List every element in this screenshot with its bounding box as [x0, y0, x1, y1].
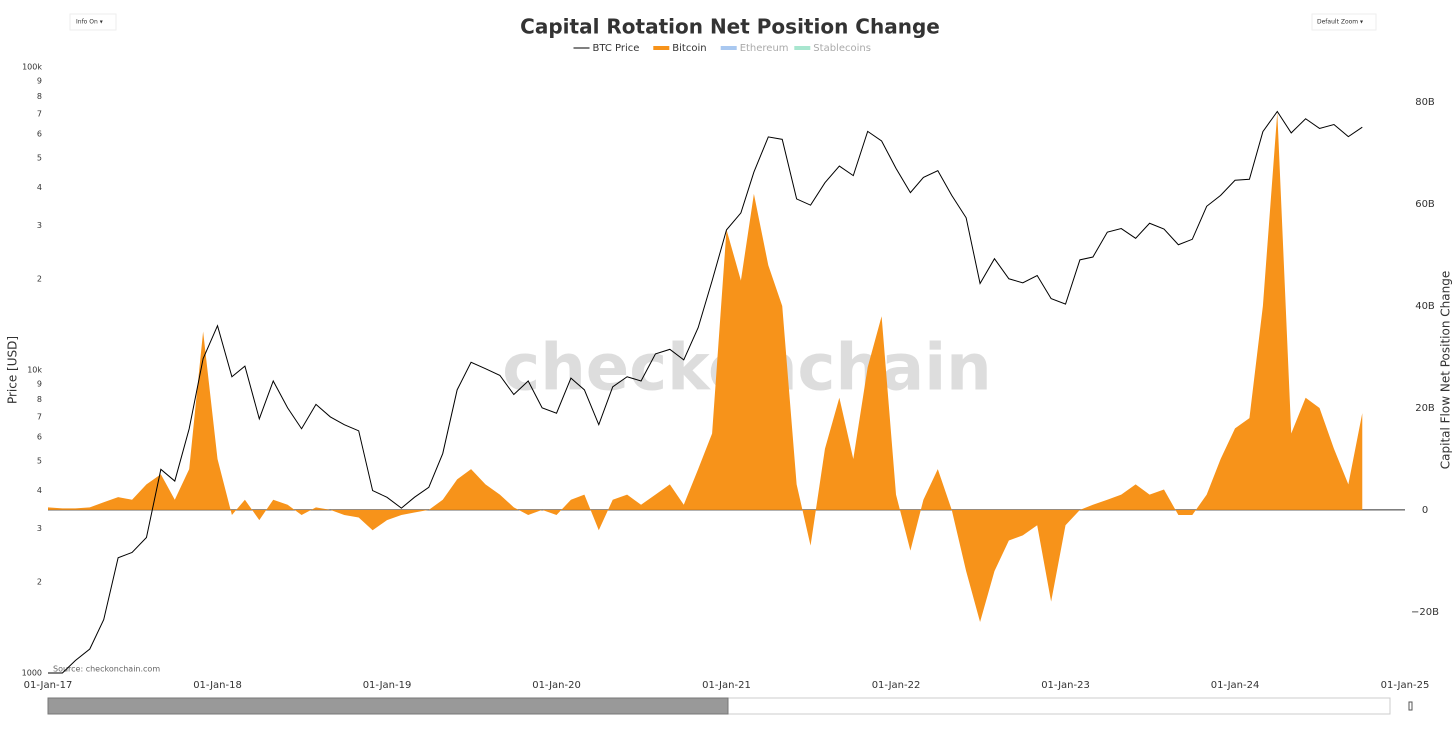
y2-tick-label: 0: [1422, 505, 1428, 516]
slider-mask[interactable]: [47, 697, 729, 715]
zoom-menu-label[interactable]: Default Zoom ▾: [1317, 19, 1363, 26]
legend-label: Ethereum: [740, 43, 789, 54]
y-tick-label: 9: [37, 76, 42, 85]
y2-tick-label: −20B: [1411, 607, 1439, 618]
y-tick-label: 8: [37, 395, 42, 404]
info-toggle-label[interactable]: Info On ▾: [76, 19, 103, 26]
y-tick-label: 1000: [22, 669, 42, 678]
y-tick-label: 3: [37, 524, 42, 533]
y-tick-label: 7: [37, 109, 42, 118]
legend-label: Bitcoin: [672, 43, 706, 54]
x-tick-label: 01-Jan-24: [1211, 680, 1260, 691]
x-tick-label: 01-Jan-25: [1381, 680, 1430, 691]
y-tick-label: 3: [37, 221, 42, 230]
chart-title: Capital Rotation Net Position Change: [520, 15, 940, 39]
legend: BTC Price Bitcoin Ethereum Stablecoins: [573, 43, 871, 54]
x-tick-label: 01-Jan-17: [24, 680, 73, 691]
y2-tick-label: 40B: [1415, 301, 1435, 312]
y2-tick-label: 80B: [1415, 97, 1435, 108]
info-toggle[interactable]: Info On ▾: [69, 13, 117, 31]
y-tick-label: 6: [37, 433, 42, 442]
x-tick-label: 01-Jan-18: [193, 680, 242, 691]
y-tick-label: 4: [37, 486, 42, 495]
line: [48, 110, 1363, 674]
y-tick-label: 8: [37, 92, 42, 101]
x-tick-label: 01-Jan-20: [532, 680, 581, 691]
legend-label: Stablecoins: [813, 43, 871, 54]
x-tick-label: 01-Jan-22: [872, 680, 921, 691]
y-tick-label: 5: [37, 154, 42, 163]
y-tick-label: 2: [37, 274, 42, 283]
y2-axis-title: Capital Flow Net Position Change: [1439, 271, 1453, 469]
y2-tick-label: 20B: [1415, 403, 1435, 414]
source-note: Source: checkonchain.com: [53, 665, 160, 674]
x-tick-label: 01-Jan-21: [702, 680, 751, 691]
range-slider[interactable]: [47, 697, 1413, 715]
slider-handle[interactable]: [1408, 701, 1413, 711]
y-tick-label: 2: [37, 577, 42, 586]
y-tick-label: 10k: [27, 366, 42, 375]
x-tick-label: 01-Jan-19: [363, 680, 412, 691]
y-tick-label: 4: [37, 183, 42, 192]
y-tick-label: 100k: [22, 63, 42, 72]
y-tick-label: 9: [37, 379, 42, 388]
y-tick-label: 7: [37, 412, 42, 421]
info-toggle-box[interactable]: [69, 13, 117, 31]
legend-label: BTC Price: [593, 43, 640, 54]
y-tick-label: 6: [37, 130, 42, 139]
y-axis-title: Price [USD]: [6, 336, 20, 404]
zoom-menu[interactable]: Default Zoom ▾: [1311, 13, 1377, 31]
y2-tick-label: 60B: [1415, 199, 1435, 210]
zoom-menu-box[interactable]: [1311, 13, 1377, 31]
y-tick-label: 5: [37, 457, 42, 466]
x-tick-label: 01-Jan-23: [1041, 680, 1090, 691]
